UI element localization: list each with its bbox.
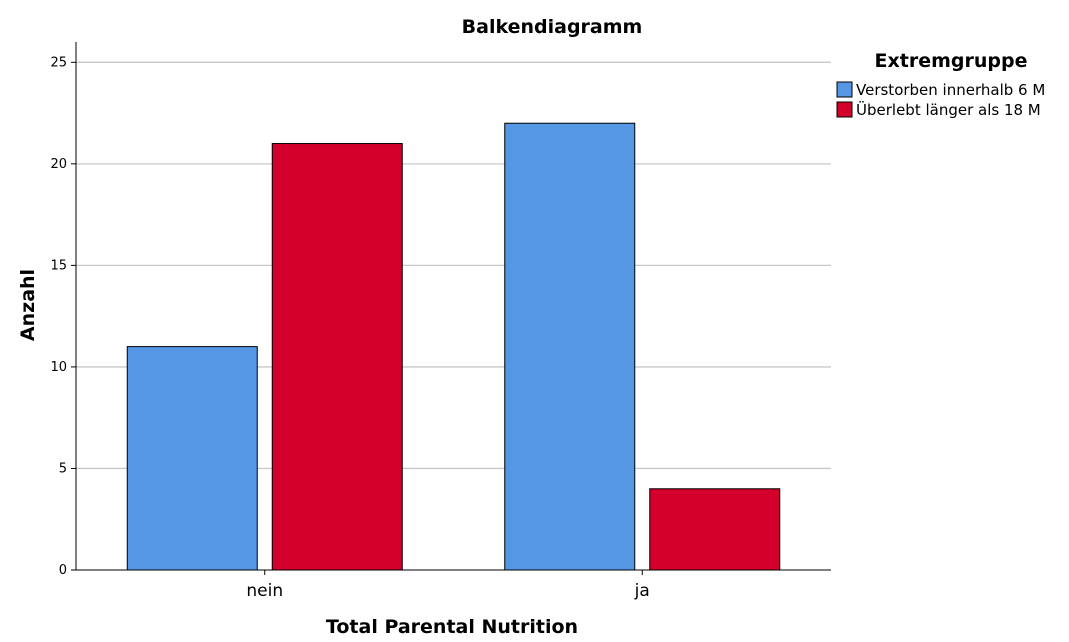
y-axis-title: Anzahl bbox=[17, 269, 39, 341]
x-axis-title: Total Parental Nutrition bbox=[326, 616, 578, 638]
bar-ja-series-2 bbox=[649, 488, 781, 571]
legend-swatch bbox=[836, 101, 853, 118]
y-tick-label: 20 bbox=[50, 157, 67, 172]
bar-nein-series-2 bbox=[271, 143, 403, 571]
y-tick-label: 5 bbox=[59, 461, 67, 476]
y-tick-label: 10 bbox=[50, 360, 67, 375]
legend-swatch bbox=[836, 81, 853, 98]
legend-title: Extremgruppe bbox=[875, 50, 1028, 72]
y-tick-label: 25 bbox=[50, 55, 67, 70]
y-tick-label: 0 bbox=[59, 563, 67, 578]
bar-nein-series-1 bbox=[126, 346, 258, 571]
bars bbox=[126, 122, 781, 571]
x-category-label: nein bbox=[246, 581, 283, 601]
chart-title: Balkendiagramm bbox=[462, 16, 643, 38]
legend: Extremgruppe Verstorben innerhalb 6 MÜbe… bbox=[836, 50, 1045, 119]
axes: 0 5 10 15 20 25 nein ja bbox=[50, 42, 831, 601]
y-tick-label: 15 bbox=[50, 258, 67, 273]
legend-item-label: Verstorben innerhalb 6 M bbox=[856, 81, 1045, 99]
x-category-label: ja bbox=[634, 581, 650, 601]
legend-item-label: Überlebt länger als 18 M bbox=[856, 100, 1041, 119]
bar-ja-series-1 bbox=[504, 122, 636, 571]
